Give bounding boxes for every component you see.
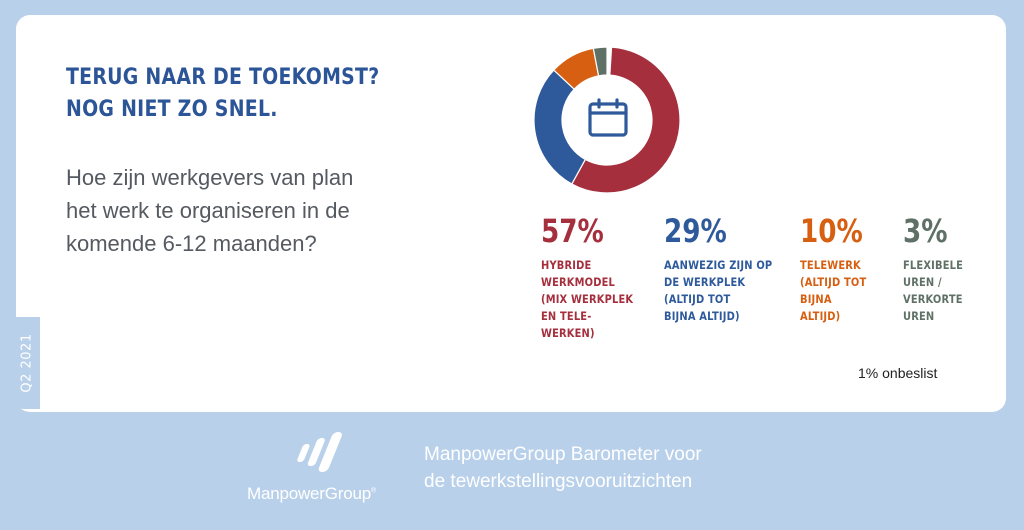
brand-name: ManpowerGroup: [247, 484, 372, 503]
stat-flexible-label: FLEXIBELE UREN / VERKORTE UREN: [903, 257, 963, 325]
stat-on-site: 29% AANWEZIG ZIJN OP DE WERKPLEK (ALTIJD…: [664, 211, 790, 325]
footer-caption-line-1: ManpowerGroup Barometer voor: [424, 444, 702, 465]
stat-hybrid-label-line: WERKEN): [541, 326, 595, 340]
donut-chart: [533, 46, 681, 194]
stat-flexible-value: 3%: [903, 212, 948, 250]
undecided-note: 1% onbeslist: [858, 365, 938, 381]
stat-hybrid-label-line: (MIX WERKPLEK: [541, 292, 634, 306]
slice-hybrid: [571, 46, 681, 194]
stat-on-site-label: AANWEZIG ZIJN OP DE WERKPLEK (ALTIJD TOT…: [664, 257, 772, 325]
footer-caption-line-2: de tewerkstellingsvooruitzichten: [424, 471, 693, 492]
stat-on-site-label-line: DE WERKPLEK: [664, 275, 746, 289]
stat-flexible-label-line: UREN: [903, 309, 935, 323]
question-line-3: komende 6-12 maanden?: [66, 231, 317, 256]
stat-telework-label-line: TELEWERK: [800, 258, 861, 272]
stat-telework: 10% TELEWERK (ALTIJD TOT BIJNA ALTIJD): [800, 211, 877, 325]
slice-on-site: [533, 69, 587, 185]
stat-on-site-value: 29%: [664, 212, 727, 250]
stat-flexible-label-line: FLEXIBELE: [903, 258, 964, 272]
headline-line-1: TERUG NAAR DE TOEKOMST?: [66, 65, 380, 90]
trademark-symbol: ®: [371, 487, 376, 495]
stat-hybrid: 57% HYBRIDE WERKMODEL (MIX WERKPLEK EN T…: [541, 211, 648, 342]
question-line-1: Hoe zijn werkgevers van plan: [66, 165, 354, 190]
stat-flexible-label-line: UREN /: [903, 275, 942, 289]
quarter-tag: Q2 2021: [14, 317, 40, 409]
headline-line-2: NOG NIET ZO SNEL.: [66, 97, 278, 122]
stat-hybrid-label: HYBRIDE WERKMODEL (MIX WERKPLEK EN TELE-…: [541, 257, 633, 342]
calendar-icon: [588, 98, 628, 137]
manpowergroup-logo-mark: [297, 432, 342, 472]
stat-telework-label-line: ALTIJD): [800, 309, 841, 323]
stat-hybrid-label-line: EN TELE-: [541, 309, 592, 323]
survey-question: Hoe zijn werkgevers van plan het werk te…: [66, 161, 426, 260]
donut-slices: [533, 46, 681, 194]
stat-telework-label: TELEWERK (ALTIJD TOT BIJNA ALTIJD): [800, 257, 866, 325]
stat-telework-label-line: (ALTIJD TOT: [800, 275, 867, 289]
question-line-2: het werk te organiseren in de: [66, 198, 350, 223]
stat-on-site-label-line: BIJNA ALTIJD): [664, 309, 740, 323]
stat-on-site-label-line: AANWEZIG ZIJN OP: [664, 258, 773, 272]
stat-hybrid-label-line: HYBRIDE: [541, 258, 592, 272]
infographic-card: [16, 15, 1006, 412]
stat-hybrid-label-line: WERKMODEL: [541, 275, 616, 289]
stat-flexible-label-line: VERKORTE: [903, 292, 963, 306]
footer-caption: ManpowerGroup Barometer voor de tewerkst…: [424, 441, 702, 495]
stat-telework-value: 10%: [800, 212, 863, 250]
stat-hybrid-value: 57%: [541, 212, 604, 250]
stat-telework-label-line: BIJNA: [800, 292, 832, 306]
stat-flexible: 3% FLEXIBELE UREN / VERKORTE UREN: [903, 211, 973, 325]
slice-flexible: [592, 46, 608, 77]
brand-wordmark: ManpowerGroup®: [247, 484, 376, 504]
stat-on-site-label-line: (ALTIJD TOT: [664, 292, 731, 306]
quarter-tag-label: Q2 2021: [19, 333, 35, 393]
headline: TERUG NAAR DE TOEKOMST? NOG NIET ZO SNEL…: [66, 62, 410, 126]
